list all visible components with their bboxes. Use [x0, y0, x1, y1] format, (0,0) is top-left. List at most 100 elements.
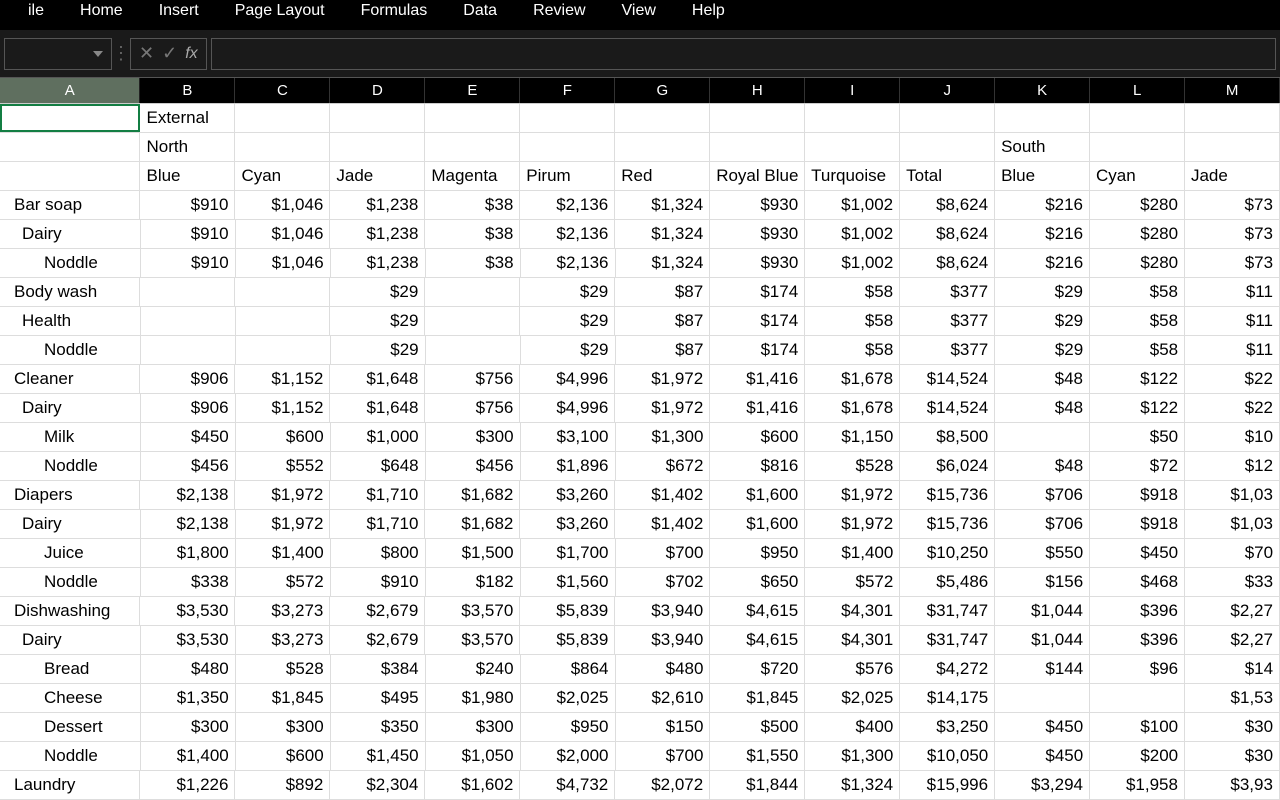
- cell[interactable]: $600: [236, 742, 331, 770]
- cell[interactable]: Blue: [140, 162, 235, 190]
- cell[interactable]: [615, 104, 710, 132]
- cell[interactable]: $1,972: [236, 510, 331, 538]
- ribbon-tab-help[interactable]: Help: [674, 0, 743, 22]
- cell[interactable]: $280: [1090, 249, 1185, 277]
- cell[interactable]: $4,301: [805, 626, 900, 654]
- cell[interactable]: $384: [331, 655, 426, 683]
- cell[interactable]: $14: [1185, 655, 1280, 683]
- cell[interactable]: $1,800: [141, 539, 236, 567]
- cell[interactable]: $528: [236, 655, 331, 683]
- col-header-G[interactable]: G: [615, 78, 710, 103]
- cell[interactable]: Noddle: [0, 568, 141, 596]
- cell[interactable]: [0, 104, 140, 132]
- cell[interactable]: $15,996: [900, 771, 995, 799]
- cell[interactable]: $11: [1185, 278, 1280, 306]
- cell[interactable]: $1,324: [615, 191, 710, 219]
- cell[interactable]: Health: [0, 307, 141, 335]
- cell[interactable]: $650: [710, 568, 805, 596]
- cell[interactable]: [235, 104, 330, 132]
- cell[interactable]: $29: [995, 307, 1090, 335]
- cell[interactable]: $2,136: [520, 220, 615, 248]
- cell[interactable]: $29: [521, 336, 616, 364]
- cell[interactable]: Dairy: [0, 510, 141, 538]
- ribbon-tab-formulas[interactable]: Formulas: [343, 0, 446, 22]
- cell[interactable]: $1,972: [805, 510, 900, 538]
- cell[interactable]: $1,416: [710, 394, 805, 422]
- cell[interactable]: [1090, 104, 1185, 132]
- cell[interactable]: $58: [1090, 336, 1185, 364]
- cell[interactable]: $1,400: [141, 742, 236, 770]
- cell[interactable]: $14,524: [900, 365, 995, 393]
- cell[interactable]: $8,624: [900, 249, 995, 277]
- cell[interactable]: $700: [616, 539, 711, 567]
- cell[interactable]: $2,025: [521, 684, 616, 712]
- cell[interactable]: $4,996: [520, 365, 615, 393]
- cell[interactable]: $10,050: [900, 742, 995, 770]
- cell[interactable]: $30: [1185, 713, 1280, 741]
- cell[interactable]: $450: [995, 742, 1090, 770]
- cell[interactable]: $3,93: [1185, 771, 1280, 799]
- cell[interactable]: $1,845: [236, 684, 331, 712]
- cell[interactable]: $2,136: [520, 191, 615, 219]
- formula-input[interactable]: [211, 38, 1276, 70]
- cell[interactable]: Pirum: [520, 162, 615, 190]
- cell[interactable]: [140, 278, 235, 306]
- cell[interactable]: $3,100: [521, 423, 616, 451]
- cell[interactable]: $2,610: [616, 684, 711, 712]
- cell[interactable]: $174: [710, 278, 805, 306]
- cell[interactable]: $572: [805, 568, 900, 596]
- cell[interactable]: $50: [1090, 423, 1185, 451]
- cell[interactable]: $550: [995, 539, 1090, 567]
- cell[interactable]: $396: [1090, 626, 1185, 654]
- cell[interactable]: $3,570: [425, 597, 520, 625]
- cell[interactable]: $48: [995, 365, 1090, 393]
- cell[interactable]: $1,002: [805, 191, 900, 219]
- cell[interactable]: $1,550: [710, 742, 805, 770]
- cell[interactable]: $72: [1090, 452, 1185, 480]
- cell[interactable]: $706: [995, 510, 1090, 538]
- cell[interactable]: [425, 307, 520, 335]
- cell[interactable]: $930: [710, 191, 805, 219]
- cell[interactable]: $200: [1090, 742, 1185, 770]
- cell[interactable]: $156: [995, 568, 1090, 596]
- cell[interactable]: [141, 336, 236, 364]
- cell[interactable]: $3,530: [141, 626, 236, 654]
- cell[interactable]: $3,260: [520, 481, 615, 509]
- cell[interactable]: Blue: [995, 162, 1090, 190]
- cell[interactable]: Jade: [330, 162, 425, 190]
- cell[interactable]: $377: [900, 307, 995, 335]
- cell[interactable]: $864: [521, 655, 616, 683]
- cell[interactable]: [995, 684, 1090, 712]
- cell[interactable]: $377: [900, 336, 995, 364]
- cell[interactable]: [330, 104, 425, 132]
- cell[interactable]: $672: [616, 452, 711, 480]
- col-header-K[interactable]: K: [995, 78, 1090, 103]
- cell[interactable]: $122: [1090, 365, 1185, 393]
- cell[interactable]: [236, 336, 331, 364]
- cell[interactable]: $1,560: [521, 568, 616, 596]
- cell[interactable]: $58: [805, 307, 900, 335]
- cell[interactable]: Bread: [0, 655, 141, 683]
- ribbon-tab-review[interactable]: Review: [515, 0, 603, 22]
- cell[interactable]: $1,046: [236, 249, 331, 277]
- cell[interactable]: $3,250: [900, 713, 995, 741]
- cell[interactable]: $15,736: [900, 510, 995, 538]
- cell[interactable]: $70: [1185, 539, 1280, 567]
- cell[interactable]: $29: [995, 336, 1090, 364]
- cell[interactable]: $918: [1090, 481, 1185, 509]
- cell[interactable]: $1,400: [236, 539, 331, 567]
- cell[interactable]: [520, 104, 615, 132]
- cell[interactable]: Magenta: [425, 162, 520, 190]
- cell[interactable]: $1,324: [616, 249, 711, 277]
- cell[interactable]: $2,138: [140, 481, 235, 509]
- cell[interactable]: $600: [236, 423, 331, 451]
- cell[interactable]: Jade: [1185, 162, 1280, 190]
- cell[interactable]: Turquoise: [805, 162, 900, 190]
- ribbon-tab-file[interactable]: ile: [10, 0, 62, 22]
- cell[interactable]: $3,294: [995, 771, 1090, 799]
- cell[interactable]: $1,53: [1185, 684, 1280, 712]
- cell[interactable]: $1,000: [331, 423, 426, 451]
- cell[interactable]: [520, 133, 615, 161]
- cell[interactable]: Cheese: [0, 684, 141, 712]
- cell[interactable]: $1,958: [1090, 771, 1185, 799]
